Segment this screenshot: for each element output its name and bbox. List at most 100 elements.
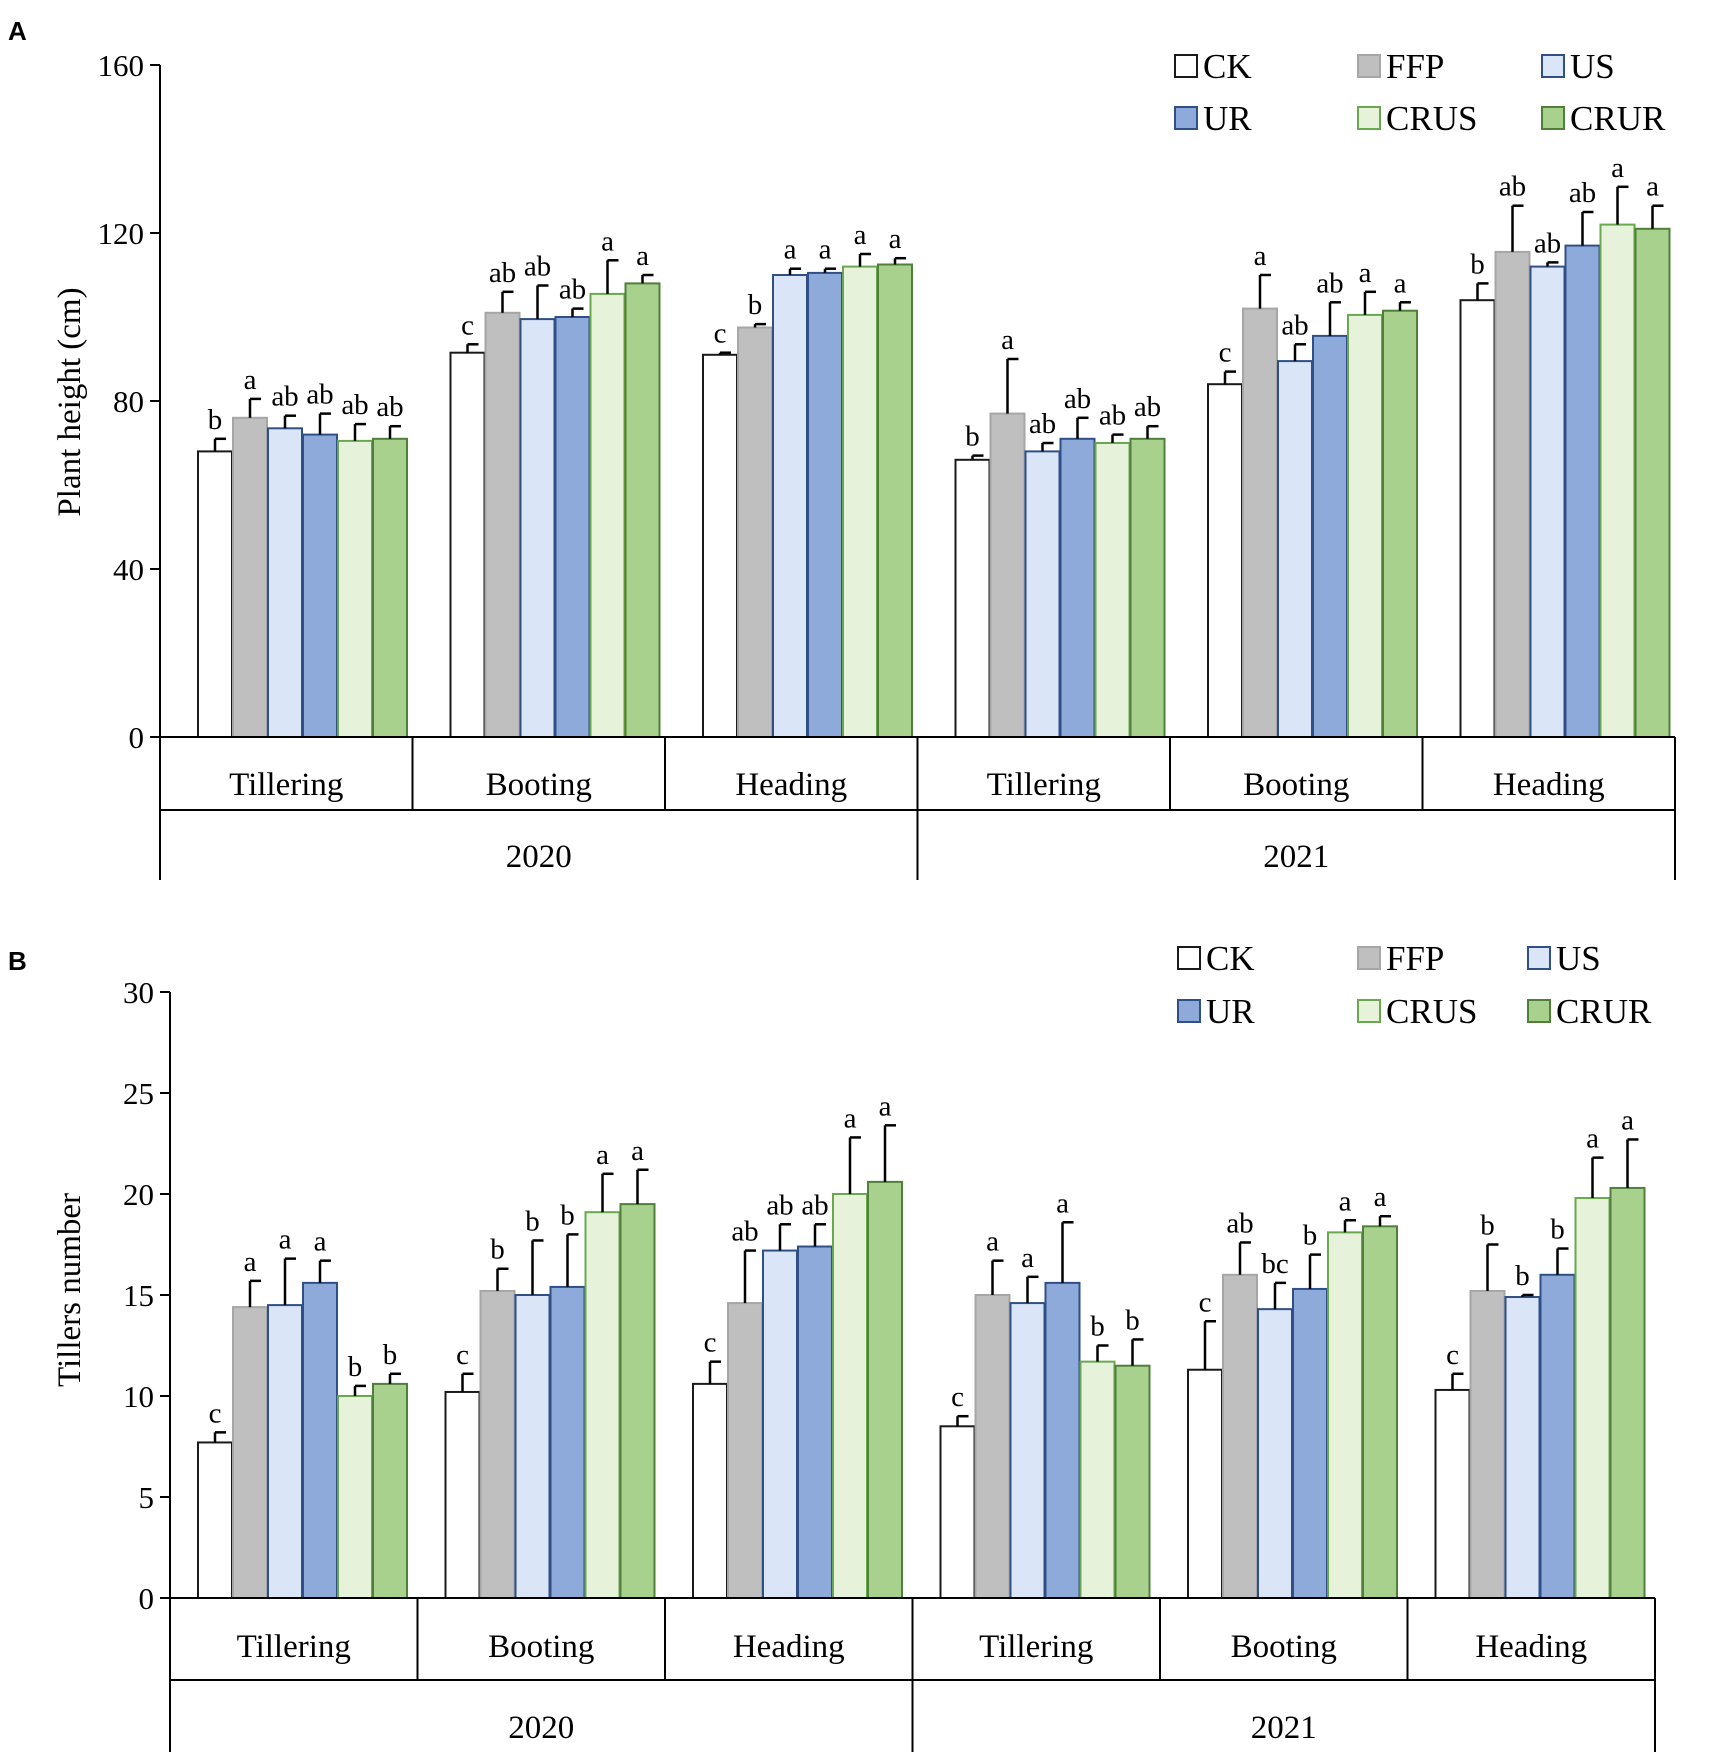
x-category-label: Tillering xyxy=(987,767,1101,803)
significance-letter: ab xyxy=(376,391,403,423)
bar-ck xyxy=(1187,1368,1223,1599)
legend-label-ur: UR xyxy=(1206,992,1255,1031)
bar-us xyxy=(1257,1308,1293,1599)
bar-crur xyxy=(1382,309,1418,738)
significance-letter: a xyxy=(631,1135,644,1167)
bar-crus xyxy=(1347,313,1383,738)
legend-label-ffp: FFP xyxy=(1386,47,1444,86)
significance-letter: ab xyxy=(1499,171,1526,203)
bar-ffp xyxy=(479,1289,516,1599)
legend-a: CK FFP US UR CRUS CRUR xyxy=(1174,47,1666,138)
legend-swatch-ffp xyxy=(1357,946,1381,970)
bar-crur xyxy=(1609,1186,1646,1599)
legend-label-crus: CRUS xyxy=(1386,992,1477,1031)
bar-ur xyxy=(807,271,843,738)
y-ticks-b: 0 5 10 15 20 25 30 xyxy=(123,975,170,1616)
legend-label-ck: CK xyxy=(1206,939,1255,978)
y-tick-label: 160 xyxy=(98,48,145,83)
significance-letter: a xyxy=(879,1090,892,1122)
significance-letter: a xyxy=(1359,257,1372,289)
x-categories-b: Tillering Booting Heading Tillering Booting H… xyxy=(237,1629,1588,1746)
significance-letter: ab xyxy=(489,257,516,289)
significance-letter: ab xyxy=(1099,400,1126,432)
legend-label-crus: CRUS xyxy=(1386,99,1477,138)
bar-ur xyxy=(1044,1281,1081,1599)
x-year-label: 2020 xyxy=(506,839,572,875)
bar-ffp xyxy=(484,311,521,738)
bar-ck xyxy=(1434,1388,1471,1599)
significance-letter: b xyxy=(383,1339,398,1371)
significance-letter: a xyxy=(1611,152,1624,184)
significance-letter: a xyxy=(784,234,797,266)
bar-ck xyxy=(954,458,991,738)
significance-letter: ab xyxy=(1226,1207,1253,1239)
bar-crur xyxy=(1129,437,1166,738)
bar-ur xyxy=(1539,1273,1576,1600)
bar-crur xyxy=(624,282,661,738)
significance-letter: a xyxy=(244,364,257,396)
y-tick-label: 15 xyxy=(123,1278,154,1313)
significance-letter: a xyxy=(1254,240,1267,272)
y-tick-label: 120 xyxy=(98,216,145,251)
significance-letter: a xyxy=(1374,1181,1387,1213)
significance-letter: ab xyxy=(1064,383,1091,415)
significance-letter: c xyxy=(209,1397,222,1429)
bar-ffp xyxy=(727,1302,763,1599)
significance-letter: b xyxy=(208,404,223,436)
legend-b: CK FFP US UR CRUS CRUR xyxy=(1177,939,1652,1031)
bar-crus xyxy=(1327,1231,1363,1599)
panel-label-a: A xyxy=(8,16,27,46)
significance-letter: ab xyxy=(1316,267,1343,299)
legend-label-ur: UR xyxy=(1203,99,1252,138)
significance-letter: a xyxy=(601,225,614,257)
significance-letter: b xyxy=(1550,1214,1565,1246)
bar-crus xyxy=(832,1193,868,1599)
legend-swatch-crus xyxy=(1357,999,1381,1023)
significance-letter: b xyxy=(560,1199,575,1231)
legend-label-us: US xyxy=(1556,939,1601,978)
bar-ffp xyxy=(989,412,1026,738)
significance-letter: a xyxy=(819,234,832,266)
y-tick-label: 0 xyxy=(129,720,145,755)
x-category-label: Booting xyxy=(486,767,592,803)
bar-us xyxy=(762,1249,798,1600)
significance-letter: b xyxy=(1480,1210,1495,1242)
y-tick-label: 0 xyxy=(139,1581,155,1616)
significance-letter: b xyxy=(348,1351,363,1383)
significance-letter: c xyxy=(704,1327,717,1359)
legend-label-us: US xyxy=(1570,47,1615,86)
significance-letter: a xyxy=(1339,1185,1352,1217)
x-year-label: 2021 xyxy=(1251,1710,1317,1746)
significance-letter: b xyxy=(965,421,980,453)
bar-crus xyxy=(584,1211,621,1600)
significance-letter: a xyxy=(279,1224,292,1256)
significance-letter: b xyxy=(525,1205,540,1237)
significance-letter: a xyxy=(1394,267,1407,299)
legend-label-ffp: FFP xyxy=(1386,939,1444,978)
bar-ur xyxy=(1564,244,1601,738)
bar-us xyxy=(514,1294,551,1599)
significance-letter: ab xyxy=(766,1189,793,1221)
significance-letter: a xyxy=(1586,1123,1599,1155)
bar-ur xyxy=(302,433,338,738)
bar-crus xyxy=(1094,442,1131,738)
significance-letter: b xyxy=(1090,1311,1105,1343)
bar-crur xyxy=(372,1382,408,1599)
bar-crur xyxy=(1114,1364,1151,1599)
x-category-label: Booting xyxy=(1231,1629,1337,1665)
significance-letter: ab xyxy=(306,379,333,411)
significance-letter: ab xyxy=(1281,309,1308,341)
bar-crur xyxy=(372,437,408,738)
x-category-label: Tillering xyxy=(237,1629,351,1665)
bar-ck xyxy=(197,450,233,738)
legend-swatch-ur xyxy=(1177,999,1201,1023)
significance-letter: ab xyxy=(1029,408,1056,440)
axes-a xyxy=(150,65,1676,880)
significance-letter: a xyxy=(244,1246,257,1278)
bar-ck xyxy=(197,1441,233,1599)
x-category-label: Tillering xyxy=(979,1629,1093,1665)
significance-letter: ab xyxy=(559,274,586,306)
legend-swatch-us xyxy=(1527,946,1551,970)
significance-letter: b xyxy=(1470,248,1485,280)
